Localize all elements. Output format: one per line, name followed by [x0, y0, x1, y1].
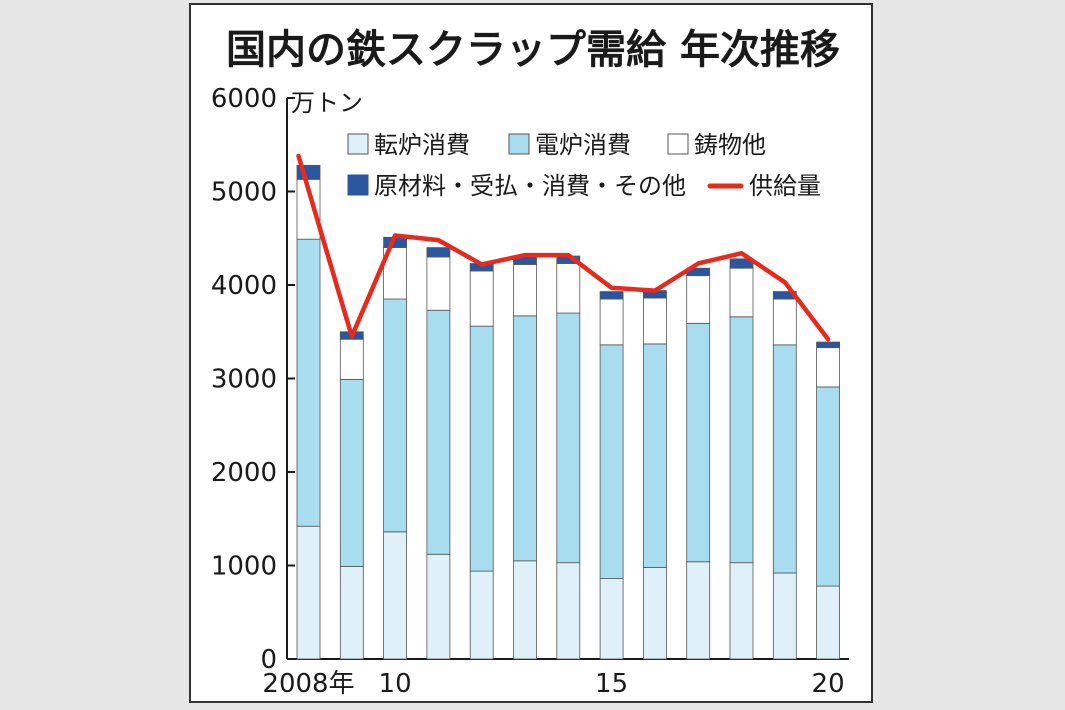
electric-furnace-segment [642, 343, 667, 568]
y-axis-unit: 万トン [291, 89, 363, 117]
electric-furnace-segment [339, 379, 364, 567]
converter-segment [686, 561, 711, 660]
electric-furnace-segment [426, 309, 451, 555]
legend-item: 転炉消費 [347, 131, 470, 159]
electric-furnace-segment [599, 344, 624, 579]
converter-segment [339, 566, 364, 660]
x-tick-label: 2008年 [262, 669, 354, 699]
x-tick-label: 10 [379, 669, 412, 699]
axes: 0 1000 2000 3000 4000 5000 6000 2008年 10 15 20 [211, 84, 849, 699]
casting-segment [339, 338, 364, 380]
electric-furnace-segment [729, 316, 754, 564]
electric-furnace-segment [772, 344, 797, 574]
x-tick-label: 15 [595, 669, 628, 699]
converter-segment [599, 578, 624, 660]
casting-segment [642, 297, 667, 345]
bar-group [513, 256, 537, 660]
bar-group [642, 290, 667, 660]
legend-swatch [347, 133, 369, 155]
casting-segment [426, 256, 451, 311]
electric-furnace-segment [686, 322, 711, 563]
legend-swatch [508, 133, 530, 155]
bars [296, 164, 840, 660]
casting-segment [513, 264, 537, 317]
bar-group [426, 247, 451, 660]
converter-segment [383, 531, 408, 660]
bar-group [686, 267, 711, 660]
casting-segment [816, 347, 840, 388]
chart-panel: 国内の鉄スクラップ需給 年次推移 万トン 転炉消費 電炉消費 鋳物他 原材料・受払・消… [189, 3, 873, 703]
chart-canvas: 国内の鉄スクラップ需給 年次推移 万トン 転炉消費 電炉消費 鋳物他原材料・受払・消… [211, 27, 849, 699]
converter-segment [816, 585, 840, 660]
legend-label: 鋳物他 [694, 131, 766, 159]
y-tick-label: 4000 [211, 271, 277, 301]
casting-segment [729, 267, 754, 318]
casting-segment [686, 275, 711, 324]
electric-furnace-segment [513, 315, 537, 562]
electric-furnace-segment [469, 325, 494, 572]
bar-group [816, 341, 840, 660]
legend-item: 鋳物他 [667, 131, 766, 159]
other-segment [816, 341, 840, 349]
y-tick-label: 1000 [211, 552, 277, 582]
casting-segment [469, 270, 494, 327]
y-tick-label: 3000 [211, 365, 277, 395]
legend-swatch [667, 133, 689, 155]
bar-group [383, 236, 408, 660]
bar-group [296, 164, 321, 660]
legend-label: 原材料・受払・消費・その他 [374, 172, 686, 200]
converter-segment [556, 562, 581, 660]
casting-segment [599, 298, 624, 346]
electric-furnace-segment [556, 312, 581, 564]
converter-segment [469, 570, 494, 660]
bar-group [729, 258, 754, 660]
legend-item: 供給量 [707, 172, 821, 200]
supply-line-layer [296, 153, 831, 342]
y-tick-label: 6000 [211, 84, 277, 114]
other-segment [426, 247, 451, 258]
converter-segment [426, 553, 451, 660]
legend-item: 電炉消費 [508, 131, 631, 159]
other-segment [599, 291, 624, 300]
x-tick-label: 20 [812, 669, 845, 699]
converter-segment [296, 525, 321, 660]
converter-segment [729, 562, 754, 660]
bar-group [599, 291, 624, 660]
converter-segment [642, 566, 667, 660]
legend-label: 転炉消費 [374, 131, 470, 159]
legend-label: 電炉消費 [535, 131, 631, 159]
casting-segment [556, 263, 581, 314]
chart-title: 国内の鉄スクラップ需給 年次推移 [226, 27, 840, 73]
converter-segment [772, 572, 797, 660]
y-tick-label: 0 [260, 645, 277, 675]
casting-segment [772, 298, 797, 346]
bar-group [469, 263, 494, 660]
bar-group [772, 291, 797, 660]
bar-group [556, 255, 581, 660]
legend-label: 供給量 [749, 172, 821, 200]
bar-group [339, 331, 364, 660]
electric-furnace-segment [296, 238, 321, 527]
converter-segment [513, 560, 537, 660]
electric-furnace-segment [383, 298, 408, 533]
legend-item: 原材料・受払・消費・その他 [347, 172, 686, 200]
y-tick-label: 2000 [211, 458, 277, 488]
electric-furnace-segment [816, 386, 840, 587]
legend-swatch [347, 174, 369, 196]
y-tick-label: 5000 [211, 178, 277, 208]
